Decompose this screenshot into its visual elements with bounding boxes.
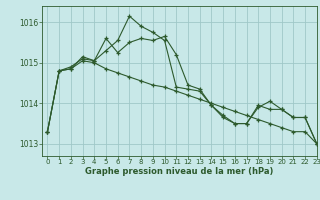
X-axis label: Graphe pression niveau de la mer (hPa): Graphe pression niveau de la mer (hPa) bbox=[85, 167, 273, 176]
